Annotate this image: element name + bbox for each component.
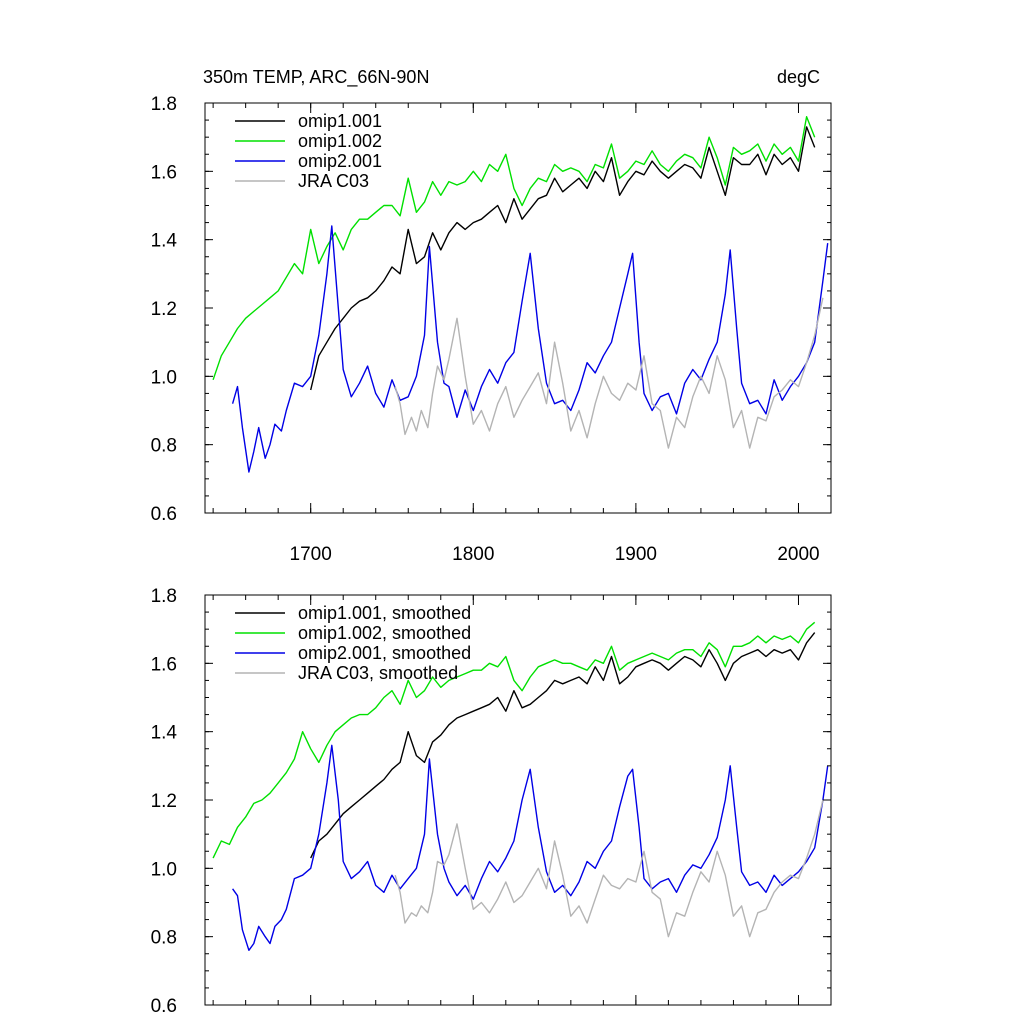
legend-label: omip2.001 xyxy=(298,151,382,171)
plot-frame xyxy=(204,102,832,514)
y-tick-label: 1.2 xyxy=(151,791,177,812)
y-tick-label: 1.8 xyxy=(151,586,177,607)
y-tick-label: 1.2 xyxy=(151,299,177,320)
plot-frame xyxy=(204,594,832,1006)
tick-layer: 0.6 0.8 1.0 1.2 1.4 1.6 1.8 1700 1800 1900 2000 xyxy=(151,94,832,565)
y-tick-label: 0.6 xyxy=(151,996,177,1017)
series-line-jra-c03 xyxy=(394,297,824,449)
y-tick-label: 1.6 xyxy=(151,162,177,183)
series-line-omip2-001-smoothed xyxy=(232,744,829,951)
x-tick-label: 2000 xyxy=(777,544,819,565)
chart-panel-smoothed: 0.6 0.8 1.0 1.2 1.4 1.6 1.8 omip1.001, smoothe… xyxy=(151,586,832,1017)
legend-label: omip1.001 xyxy=(298,111,382,131)
y-tick-label: 1.0 xyxy=(151,859,177,880)
series-layer xyxy=(212,621,829,951)
legend-label: omip1.002 xyxy=(298,131,382,151)
y-tick-label: 1.4 xyxy=(151,231,178,252)
series-line-omip1-002 xyxy=(212,116,816,381)
x-tick-label: 1700 xyxy=(290,544,332,565)
y-tick-label: 1.0 xyxy=(151,367,177,388)
y-tick-label: 1.6 xyxy=(151,654,177,675)
y-tick-label: 0.8 xyxy=(151,436,177,457)
y-tick-label: 0.8 xyxy=(151,928,177,949)
series-line-omip1-001-smoothed xyxy=(310,632,816,859)
y-tick-label: 1.8 xyxy=(151,94,177,115)
x-tick-label: 1800 xyxy=(452,544,494,565)
series-line-jra-c03-smoothed xyxy=(394,799,824,938)
legend-label: omip1.002, smoothed xyxy=(298,623,471,643)
chart-units: degC xyxy=(777,67,820,87)
legend-label: JRA C03, smoothed xyxy=(298,663,458,683)
chart-title: 350m TEMP, ARC_66N-90N xyxy=(203,67,429,88)
series-line-omip1-001 xyxy=(310,126,816,391)
series-layer xyxy=(212,116,829,473)
legend-label: omip2.001, smoothed xyxy=(298,643,471,663)
legend-label: JRA C03 xyxy=(298,171,369,191)
x-tick-label: 1900 xyxy=(615,544,657,565)
series-line-omip1-002-smoothed xyxy=(212,621,816,859)
y-tick-label: 1.4 xyxy=(151,723,178,744)
series-line-omip2-001 xyxy=(231,225,829,473)
legend-label: omip1.001, smoothed xyxy=(298,603,471,623)
y-tick-label: 0.6 xyxy=(151,504,177,525)
chart-panel-raw: 350m TEMP, ARC_66N-90N degC 0.6 0.8 1.0 1.2… xyxy=(151,67,832,565)
